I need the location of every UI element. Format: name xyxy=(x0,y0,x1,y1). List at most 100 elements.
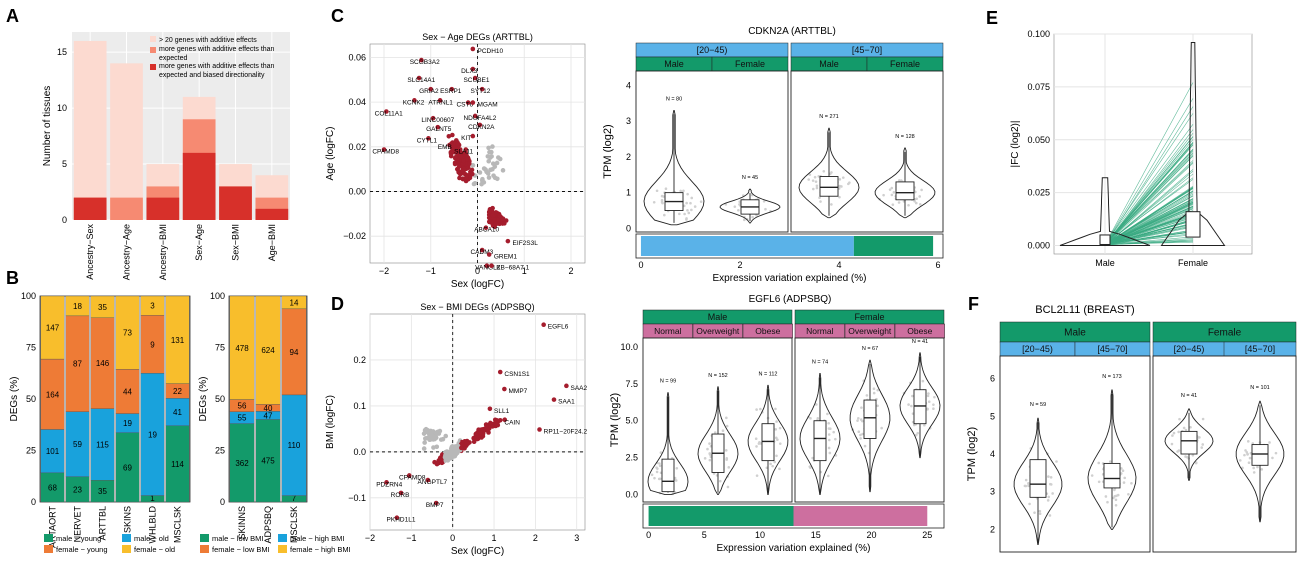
pair-line xyxy=(1104,136,1194,246)
jitter-point xyxy=(826,412,829,416)
data-point xyxy=(456,164,462,170)
data-point xyxy=(493,221,499,227)
jitter-point xyxy=(712,472,716,475)
gene-label: SLA11 xyxy=(454,149,473,156)
jitter-point xyxy=(859,418,863,421)
facet-strip-label: Normal xyxy=(806,326,834,336)
jitter-point xyxy=(827,421,831,425)
jitter-point xyxy=(709,454,713,457)
jitter-point xyxy=(912,423,916,427)
x-axis-label: Expression variation explained (%) xyxy=(713,273,867,284)
jitter-point xyxy=(882,193,885,197)
y-axis-label: TPM (log2) xyxy=(966,427,978,481)
data-point xyxy=(486,158,492,164)
jitter-point xyxy=(655,466,658,469)
gene-label: KCNK2 xyxy=(403,99,425,106)
jitter-point xyxy=(725,458,728,461)
facet-strip-label: [20−45) xyxy=(1022,344,1053,354)
n-label: N = 99 xyxy=(660,379,676,385)
jitter-point xyxy=(1244,449,1247,452)
pair-line xyxy=(1104,236,1194,245)
y-axis-label: |FC (log2)| xyxy=(1010,121,1021,168)
y-tick-label: 0 xyxy=(62,215,67,225)
gene-label: CAIN xyxy=(504,419,520,426)
violin-outline xyxy=(874,147,936,219)
facet-strip-label: Male xyxy=(664,59,684,69)
y-axis-label: TPM (log2) xyxy=(602,124,614,178)
panel-letter-c: C xyxy=(331,6,344,26)
jitter-point xyxy=(1189,425,1192,429)
jitter-point xyxy=(911,394,914,398)
jitter-point xyxy=(683,212,686,216)
jitter-point xyxy=(655,470,659,474)
data-point xyxy=(431,445,436,450)
jitter-point xyxy=(822,169,826,173)
jitter-point xyxy=(830,203,833,206)
data-point xyxy=(423,426,429,432)
jitter-point xyxy=(687,211,691,215)
data-point xyxy=(430,433,435,439)
box xyxy=(1180,430,1198,455)
pair-line xyxy=(1104,179,1194,244)
x-tick-label: Male xyxy=(1095,258,1115,268)
data-point xyxy=(472,180,478,186)
jitter-point xyxy=(657,477,661,481)
jitter-point xyxy=(764,207,767,211)
jitter-point xyxy=(1123,476,1127,480)
bar-value-label: 362 xyxy=(235,459,249,468)
bar-value-label: 94 xyxy=(290,348,299,357)
jitter-point xyxy=(1201,443,1205,446)
facet-strip-label: Male xyxy=(1064,328,1086,339)
jitter-point xyxy=(876,404,879,408)
jitter-point xyxy=(841,176,845,179)
jitter-point xyxy=(829,427,832,431)
y-tick-label: 100 xyxy=(210,291,225,301)
jitter-point xyxy=(1120,467,1123,470)
jitter-point xyxy=(1127,492,1130,496)
panel-d-violin: EGFL6 (ADPSBQ) Male Female Normal Overweight… xyxy=(609,294,945,554)
x-tick-label: SKINS xyxy=(123,506,133,533)
jitter-point xyxy=(1038,512,1042,516)
gene-label: RORB xyxy=(391,492,410,499)
jitter-point xyxy=(724,449,728,452)
x-tick-label: 5 xyxy=(702,530,707,540)
labeled-data-point xyxy=(497,417,503,423)
jitter-point xyxy=(775,454,778,458)
data-point xyxy=(437,457,443,463)
jitter-point xyxy=(1251,442,1255,445)
jitter-point xyxy=(773,460,776,464)
jitter-point xyxy=(897,179,901,182)
gene-label: EGFL6 xyxy=(548,324,569,331)
jitter-point xyxy=(1114,498,1118,502)
n-label: N = 173 xyxy=(1102,374,1121,380)
y-tick-label: 100 xyxy=(21,291,36,301)
labeled-data-point xyxy=(541,322,546,328)
jitter-point xyxy=(1184,428,1188,432)
jitter-point xyxy=(907,203,910,207)
bar-value-label: 35 xyxy=(98,303,107,312)
n-label: N = 59 xyxy=(1030,402,1046,408)
box xyxy=(1103,462,1121,489)
bar-value-label: 475 xyxy=(261,457,275,466)
y-tick-label: 10.0 xyxy=(620,342,638,352)
violin-outline xyxy=(1059,177,1151,246)
jitter-point xyxy=(1238,459,1242,462)
labeled-data-point xyxy=(486,252,492,257)
data-point xyxy=(473,432,479,438)
violin-outline xyxy=(747,384,789,496)
y-axis-label: Number of tissues xyxy=(42,86,53,167)
labeled-data-point xyxy=(412,98,417,103)
gene-label: EIF2S3L xyxy=(513,240,539,247)
jitter-point xyxy=(808,465,812,468)
facet-strip-label: Obese xyxy=(755,326,780,336)
x-axis-label: Sex (logFC) xyxy=(451,279,504,290)
labeled-data-point xyxy=(384,109,389,114)
data-point xyxy=(486,145,491,151)
jitter-point xyxy=(918,202,922,206)
box xyxy=(913,389,927,425)
jitter-point xyxy=(913,199,916,203)
jitter-point xyxy=(778,442,782,445)
n-label: N = 112 xyxy=(758,371,777,377)
bar-segment xyxy=(165,295,190,384)
pair-line xyxy=(1104,213,1194,246)
